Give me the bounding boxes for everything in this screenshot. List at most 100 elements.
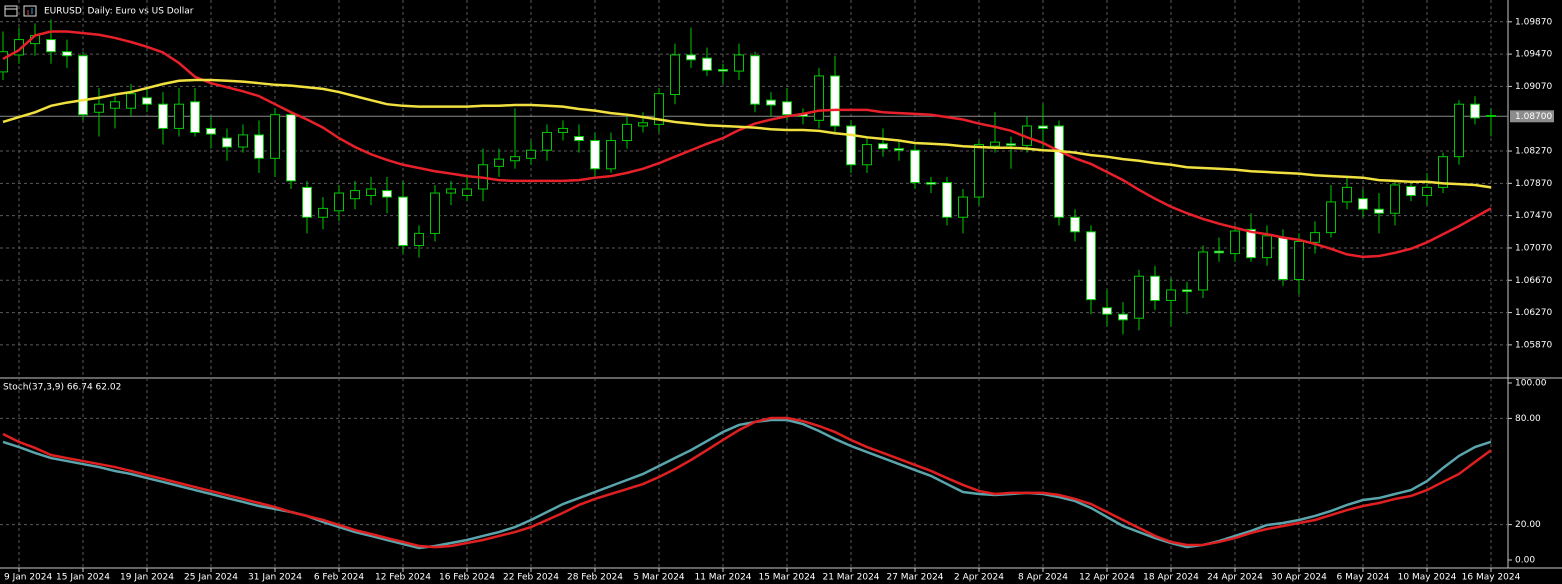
moving-average-line <box>2 78 1492 189</box>
x-tick-label: 25 Jan 2024 <box>184 573 238 583</box>
x-tick-label: 15 Jan 2024 <box>56 573 110 583</box>
candle-body <box>974 144 984 198</box>
candle-body <box>302 186 312 218</box>
candle-body <box>734 54 744 72</box>
chart-title: EURUSD, Daily: Euro vs US Dollar <box>44 7 194 17</box>
y-tick-label: 1.09470 <box>1515 50 1552 60</box>
candle-body <box>366 188 376 196</box>
price-label: 1.08700 <box>1515 112 1552 122</box>
candle-body <box>238 134 248 148</box>
candle-body <box>222 137 232 148</box>
candle-body <box>1246 228 1256 259</box>
candle-body <box>606 140 616 170</box>
candle-body <box>1150 275 1160 301</box>
candle-body <box>270 114 280 159</box>
y-tick-label: 1.06670 <box>1515 276 1552 286</box>
x-tick-label: 19 Jan 2024 <box>120 573 174 583</box>
candle-body <box>1102 307 1112 315</box>
y-tick-label: 20.00 <box>1515 520 1541 530</box>
candle-body <box>62 51 72 57</box>
candle-body <box>574 136 584 142</box>
candle-body <box>590 140 600 170</box>
candle-body <box>190 101 200 133</box>
candle-body <box>1342 186 1352 203</box>
candle-body <box>1438 156 1448 188</box>
candle-body <box>1470 103 1480 119</box>
y-tick-label: 1.09070 <box>1515 82 1552 92</box>
candle-body <box>1278 236 1288 280</box>
y-tick-label: 1.05870 <box>1515 340 1552 350</box>
x-tick-label: 12 Apr 2024 <box>1079 573 1135 583</box>
candle-body <box>382 190 392 198</box>
candle-body <box>494 158 504 167</box>
candle-body <box>206 127 216 135</box>
candle-body <box>990 141 1000 147</box>
y-tick-label: 1.07470 <box>1515 211 1552 221</box>
candle-body <box>414 232 424 247</box>
candle-body <box>638 122 648 127</box>
candle-body <box>830 75 840 127</box>
candle-body <box>334 192 344 212</box>
candle-body <box>782 101 792 116</box>
candle-body <box>1294 241 1304 280</box>
price-label-box <box>1510 110 1554 123</box>
candle-body <box>1358 198 1368 210</box>
stochastic-line <box>2 418 1492 550</box>
candle-body <box>446 188 456 194</box>
candle-body <box>942 182 952 218</box>
candle-body <box>1182 289 1192 293</box>
candle-body <box>910 149 920 184</box>
candle-body <box>670 54 680 95</box>
candle-body <box>814 75 824 121</box>
candle-body <box>430 192 440 234</box>
candle-body <box>142 97 152 105</box>
candle-body <box>1230 230 1240 255</box>
candle-body <box>1262 235 1272 259</box>
candle-body <box>862 144 872 166</box>
candle-body <box>286 114 296 182</box>
candle-body <box>110 101 120 109</box>
candle-body <box>1310 232 1320 243</box>
candle-body <box>926 182 936 185</box>
x-tick-label: 15 Mar 2024 <box>758 573 815 583</box>
indicator-title: Stoch(37,3,9) 66.74 62.02 <box>3 383 121 393</box>
candle-body <box>958 196 968 218</box>
y-tick-label: 1.07870 <box>1515 179 1552 189</box>
candle-body <box>174 103 184 129</box>
x-tick-label: 31 Jan 2024 <box>248 573 302 583</box>
x-tick-label: 8 Apr 2024 <box>1018 573 1068 583</box>
candle-body <box>1390 184 1400 214</box>
stochastic-line <box>2 416 1492 549</box>
candle-body <box>46 39 56 53</box>
icon <box>23 5 37 17</box>
x-tick-label: 12 Feb 2024 <box>375 573 431 583</box>
candle-body <box>1326 201 1336 234</box>
candle-body <box>1422 186 1432 196</box>
x-tick-label: 6 May 2024 <box>1337 573 1390 583</box>
y-tick-label: 1.07070 <box>1515 243 1552 253</box>
x-tick-label: 2 Apr 2024 <box>954 573 1004 583</box>
candle-body <box>1486 115 1496 117</box>
candle-body <box>1214 250 1224 254</box>
candle-body <box>318 207 328 218</box>
y-tick-label: 100.00 <box>1515 379 1547 389</box>
x-tick-label: 16 May 2024 <box>1462 573 1521 583</box>
candle-body <box>894 148 904 151</box>
x-tick-label: 5 Mar 2024 <box>633 573 685 583</box>
x-tick-label: 27 Mar 2024 <box>886 573 943 583</box>
x-tick-label: 11 Mar 2024 <box>694 573 751 583</box>
x-tick-label: 18 Apr 2024 <box>1143 573 1199 583</box>
candle-body <box>1038 125 1048 129</box>
candle-body <box>702 57 712 71</box>
candle-body <box>1054 125 1064 218</box>
candle-body <box>750 55 760 105</box>
candle-body <box>542 131 552 151</box>
candle-body <box>1118 313 1128 321</box>
candle-body <box>846 125 856 166</box>
candle-body <box>622 123 632 142</box>
y-tick-label: 0.00 <box>1515 556 1535 566</box>
x-tick-label: 16 Feb 2024 <box>439 573 495 583</box>
candle-body <box>1406 186 1416 196</box>
